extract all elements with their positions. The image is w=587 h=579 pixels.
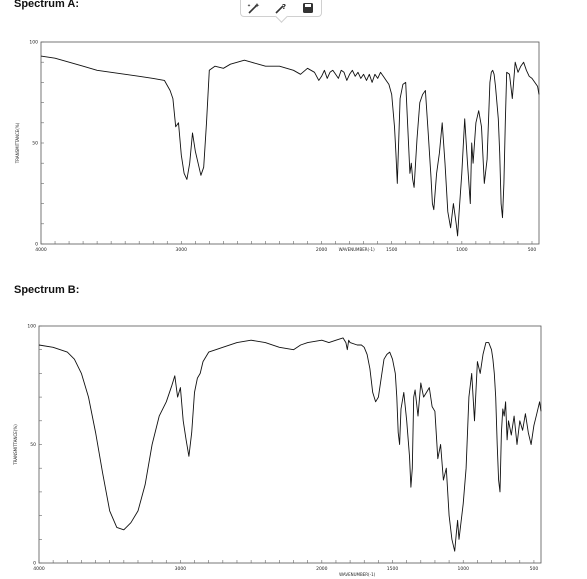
x-axis-label: WAVENUMBER(-1) [339, 247, 375, 252]
y-tick-label: 50 [30, 442, 36, 448]
spectrum-b-heading: Spectrum B: [14, 284, 80, 296]
plot-frame [40, 41, 540, 245]
plot-frame [38, 325, 542, 564]
x-axis-label: WAVENUMBER(-1) [339, 572, 375, 577]
x-tick-label: 1500 [387, 566, 399, 572]
y-tick-label: 0 [33, 561, 36, 567]
edit-sparkle-icon[interactable] [245, 1, 263, 15]
y-tick-label: 50 [32, 141, 38, 147]
y-tick-label: 100 [27, 324, 36, 330]
x-tick-label: 4000 [35, 247, 47, 253]
x-tick-label: 1000 [457, 566, 469, 572]
edit-question-icon[interactable]: ? [272, 1, 290, 15]
x-tick-label: 3000 [175, 566, 187, 572]
y-tick-label: 100 [29, 40, 38, 46]
spectrum-b-chart: 4000 3000 2000 1500 1000 500 0 50 100 TRANSMITTAN… [13, 324, 542, 577]
save-icon[interactable] [299, 1, 317, 15]
svg-text:?: ? [282, 3, 286, 11]
y-tick-label: 0 [35, 242, 38, 248]
spectrum-a-heading: Spectrum A: [14, 0, 79, 10]
spectrum-a-chart: 4000 3000 2000 1500 1000 500 0 50 100 TRANSMITTAN… [15, 40, 540, 253]
y-axis-label: TRANSMITTANCE(%) [13, 424, 18, 466]
x-tick-label: 3000 [176, 247, 188, 253]
x-tick-label: 1000 [456, 247, 468, 253]
x-tick-label: 4000 [33, 566, 45, 572]
spectrum-line [40, 55, 540, 237]
y-axis-label: TRANSMITTANCE(%) [15, 122, 20, 164]
x-tick-label: 2000 [316, 247, 328, 253]
x-tick-label: 1500 [386, 247, 398, 253]
image-toolbar: ? [240, 0, 322, 23]
x-tick-label: 2000 [316, 566, 328, 572]
x-tick-label: 500 [530, 566, 539, 572]
spectrum-line [38, 337, 542, 552]
x-tick-label: 500 [528, 247, 537, 253]
